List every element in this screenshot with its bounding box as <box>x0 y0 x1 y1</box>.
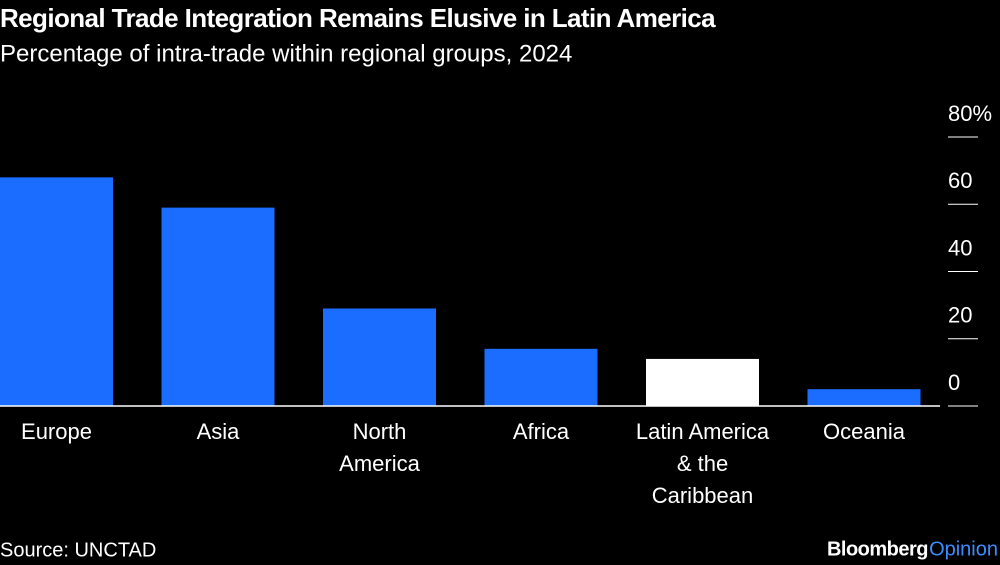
x-tick-label: Africa <box>512 419 570 444</box>
bar <box>161 207 275 406</box>
bar <box>484 348 598 406</box>
source: Source: UNCTAD <box>0 539 156 561</box>
bar <box>0 177 113 406</box>
y-tick-label: 40 <box>948 235 972 260</box>
x-tick-label: North America <box>339 419 420 476</box>
x-tick-label: Latin America & the Caribbean <box>635 419 770 508</box>
bar <box>323 308 436 406</box>
x-tick-label: Oceania <box>823 419 905 444</box>
chart-subtitle: Percentage of intra-trade within regiona… <box>0 40 572 67</box>
x-tick-label: Asia <box>196 419 240 444</box>
y-tick-label: 20 <box>948 303 972 328</box>
x-tick-label: Europe <box>21 419 92 444</box>
y-tick-label: 80% <box>948 101 992 126</box>
y-tick-label: 0 <box>948 370 960 395</box>
bar <box>807 389 921 406</box>
brand: Bloomberg <box>827 538 928 560</box>
bar <box>646 358 759 406</box>
y-tick-label: 60 <box>948 168 972 193</box>
brand-suffix: Opinion <box>929 538 998 560</box>
chart-title: Regional Trade Integration Remains Elusi… <box>0 3 716 33</box>
